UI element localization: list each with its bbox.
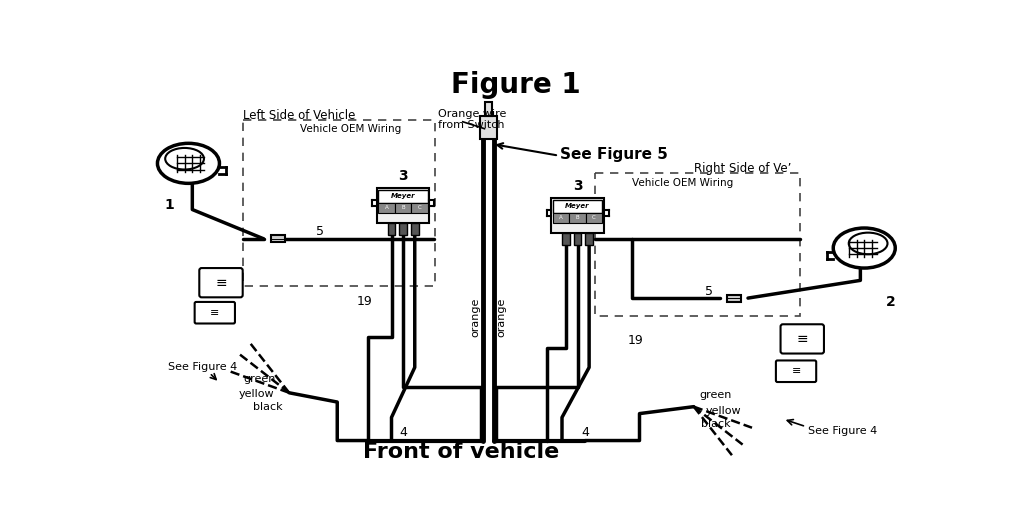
Text: Vehicle OEM Wiring: Vehicle OEM Wiring — [632, 178, 733, 188]
Ellipse shape — [158, 143, 219, 183]
Text: black: black — [253, 402, 283, 412]
Bar — [562, 233, 569, 246]
Text: 5: 5 — [316, 225, 325, 238]
Bar — [553, 200, 602, 213]
Text: 4: 4 — [582, 426, 589, 440]
Text: orange: orange — [470, 298, 480, 337]
Text: green: green — [699, 390, 731, 400]
Text: 2: 2 — [886, 295, 895, 309]
Text: Figure 1: Figure 1 — [451, 71, 581, 99]
Text: yellow: yellow — [706, 405, 741, 415]
Text: 1: 1 — [164, 198, 174, 212]
Text: C: C — [592, 215, 596, 220]
Text: B: B — [401, 206, 404, 210]
Text: black: black — [700, 418, 730, 428]
Text: ≡: ≡ — [215, 276, 226, 290]
Bar — [569, 213, 586, 222]
Text: ≡: ≡ — [792, 366, 801, 376]
FancyBboxPatch shape — [780, 324, 824, 354]
Text: Right Side of Ve’: Right Side of Ve’ — [693, 162, 792, 175]
Ellipse shape — [849, 232, 888, 254]
Text: 3: 3 — [398, 169, 408, 183]
Bar — [395, 203, 412, 212]
FancyBboxPatch shape — [195, 302, 234, 324]
Text: ≡: ≡ — [210, 308, 219, 318]
Text: See Figure 5: See Figure 5 — [560, 147, 669, 162]
Text: 19: 19 — [356, 296, 373, 308]
Bar — [573, 233, 582, 246]
Bar — [480, 115, 497, 139]
Text: C: C — [418, 206, 422, 210]
FancyBboxPatch shape — [551, 198, 604, 233]
Bar — [270, 236, 285, 242]
Bar — [553, 213, 569, 222]
Bar — [388, 223, 395, 236]
Bar — [586, 233, 593, 246]
Text: Meyer: Meyer — [391, 193, 416, 200]
FancyBboxPatch shape — [776, 360, 816, 382]
Text: 3: 3 — [572, 179, 583, 193]
Ellipse shape — [165, 148, 204, 170]
Ellipse shape — [834, 228, 895, 268]
Text: Meyer: Meyer — [565, 203, 590, 210]
Bar — [378, 190, 428, 203]
Text: 5: 5 — [706, 285, 714, 298]
Text: B: B — [575, 215, 580, 220]
FancyBboxPatch shape — [377, 188, 429, 223]
Text: Orange wire
from Switch: Orange wire from Switch — [438, 109, 507, 130]
Text: See Figure 4: See Figure 4 — [168, 363, 238, 373]
Text: ≡: ≡ — [797, 332, 808, 346]
Text: Vehicle OEM Wiring: Vehicle OEM Wiring — [300, 124, 401, 134]
Bar — [411, 223, 419, 236]
Bar — [378, 203, 395, 212]
Text: See Figure 4: See Figure 4 — [809, 426, 878, 436]
Text: orange: orange — [497, 298, 507, 337]
Bar — [484, 102, 493, 115]
FancyBboxPatch shape — [200, 268, 243, 297]
Text: Front of vehicle: Front of vehicle — [364, 442, 559, 462]
Text: Left Side of Vehicle: Left Side of Vehicle — [243, 109, 355, 122]
Text: 4: 4 — [399, 426, 408, 440]
Bar — [412, 203, 428, 212]
Text: green: green — [244, 374, 275, 384]
Text: 19: 19 — [628, 334, 643, 347]
Bar — [586, 213, 602, 222]
Bar — [399, 223, 407, 236]
Bar — [727, 295, 741, 301]
Text: A: A — [385, 206, 388, 210]
Text: A: A — [559, 215, 563, 220]
Text: yellow: yellow — [239, 389, 274, 399]
